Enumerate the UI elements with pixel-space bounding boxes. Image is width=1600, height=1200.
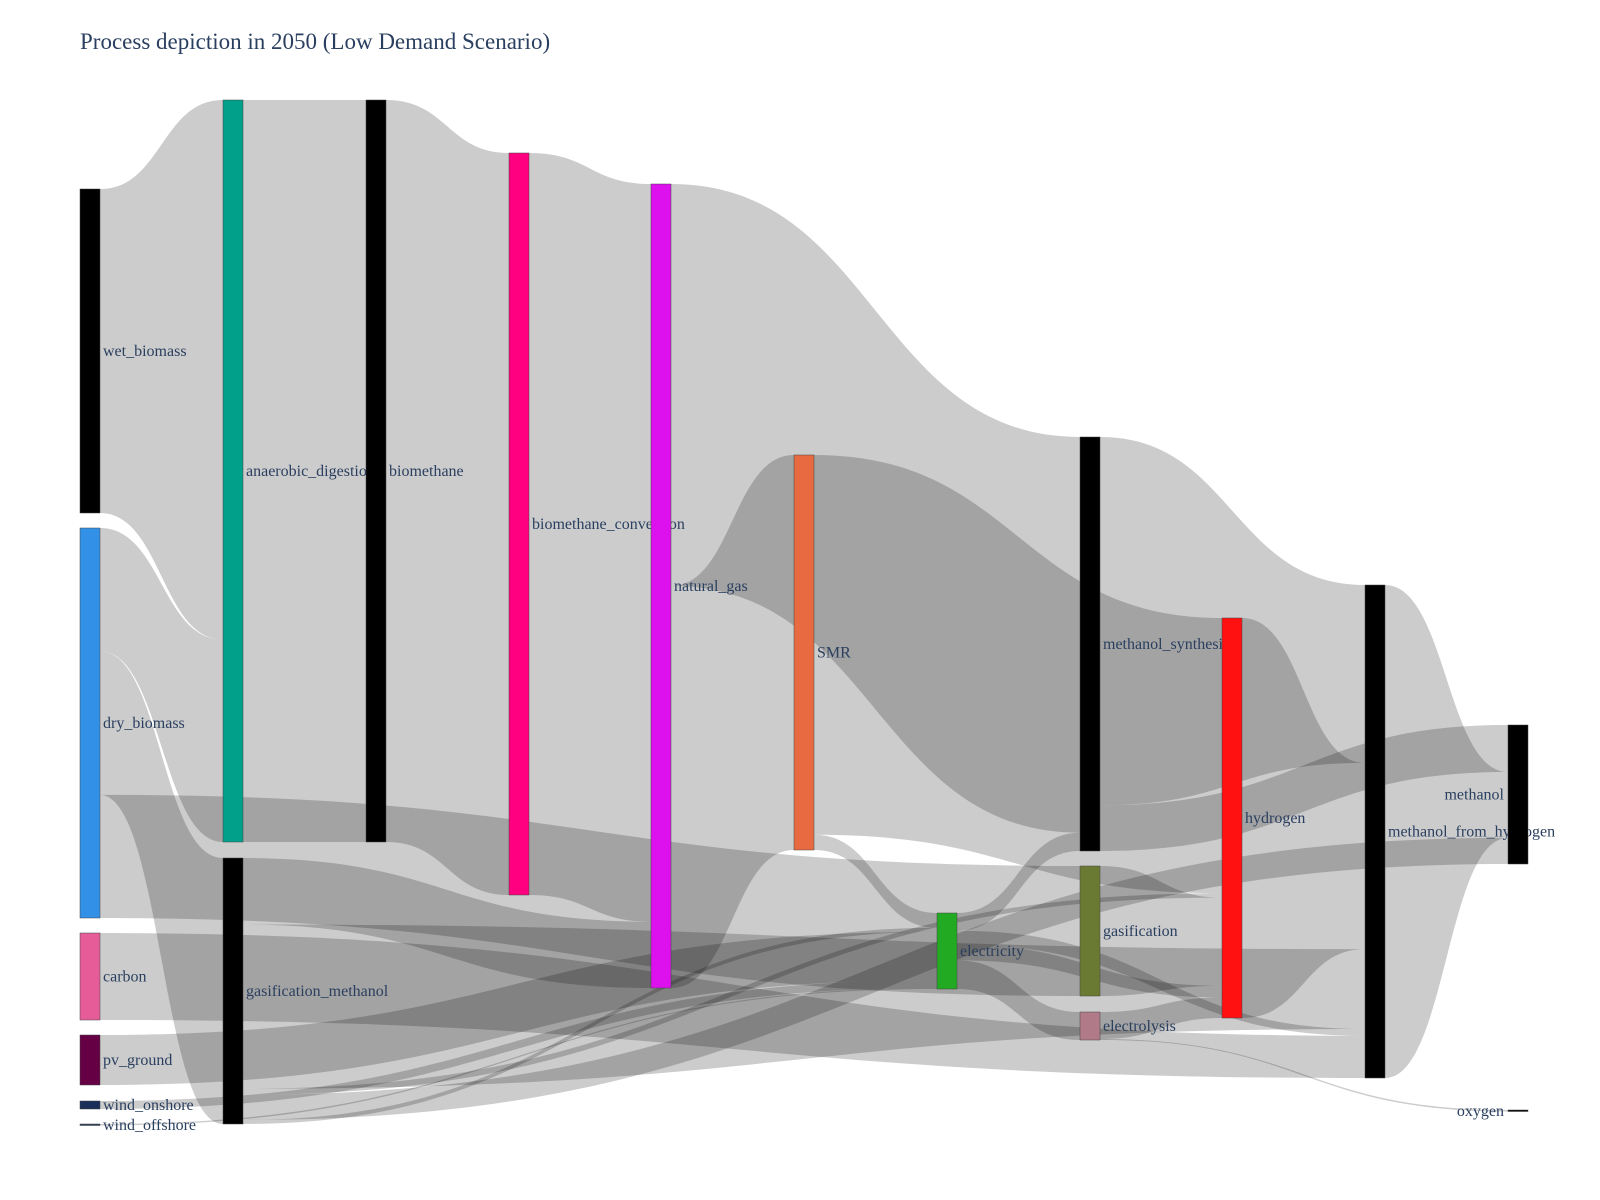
link-SMR-to-hydrogen[interactable] bbox=[814, 455, 1222, 894]
node-methanol_from_hydrogen[interactable] bbox=[1364, 584, 1386, 1079]
link-gasification-to-hydrogen[interactable] bbox=[1100, 866, 1222, 996]
links-layer bbox=[100, 100, 1508, 1126]
link-wet_biomass-to-anaerobic_digestion[interactable] bbox=[100, 100, 223, 640]
link-electrolysis-to-oxygen[interactable] bbox=[1100, 1039, 1508, 1112]
link-biomethane_conversion-to-natural_gas[interactable] bbox=[529, 153, 651, 922]
node-wet_biomass[interactable] bbox=[79, 188, 101, 514]
node-methanol_synthesis[interactable] bbox=[1079, 436, 1101, 852]
node-pv_ground[interactable] bbox=[79, 1034, 101, 1086]
node-hydrogen[interactable] bbox=[1221, 617, 1243, 1019]
node-label-wet_biomass: wet_biomass bbox=[103, 343, 187, 360]
node-label-biomethane_conversion: biomethane_conversion bbox=[532, 516, 685, 533]
node-label-methanol_synthesis: methanol_synthesis bbox=[1103, 636, 1229, 653]
node-dry_biomass[interactable] bbox=[79, 527, 101, 919]
node-label-gasification: gasification bbox=[1103, 923, 1178, 940]
link-anaerobic_digestion-to-biomethane[interactable] bbox=[243, 100, 366, 842]
node-label-SMR: SMR bbox=[817, 645, 851, 662]
link-gasification_methanol-to-electricity[interactable] bbox=[243, 927, 937, 1124]
link-wind_offshore-to-electricity[interactable] bbox=[100, 988, 937, 1126]
node-label-hydrogen: hydrogen bbox=[1245, 810, 1305, 827]
node-gasification[interactable] bbox=[1079, 865, 1101, 997]
node-carbon[interactable] bbox=[79, 932, 101, 1021]
node-label-anaerobic_digestion: anaerobic_digestion bbox=[246, 463, 375, 480]
node-label-electrolysis: electrolysis bbox=[1103, 1018, 1176, 1035]
node-label-methanol_from_hydrogen: methanol_from_hydrogen bbox=[1388, 824, 1555, 841]
link-carbon-to-methanol_from_hydrogen[interactable] bbox=[100, 933, 1365, 1078]
node-electrolysis[interactable] bbox=[1079, 1011, 1101, 1041]
link-dry_biomass-to-gasification[interactable] bbox=[100, 794, 1080, 996]
link-electricity-to-methanol_from_hydrogen[interactable] bbox=[957, 930, 1365, 1036]
node-label-oxygen: oxygen bbox=[1457, 1103, 1504, 1120]
node-oxygen[interactable] bbox=[1507, 1109, 1529, 1112]
link-wind_onshore-to-electricity[interactable] bbox=[100, 980, 937, 1109]
link-hydrogen-to-methanol_from_hydrogen[interactable] bbox=[1242, 618, 1365, 1018]
node-label-biomethane: biomethane bbox=[389, 463, 464, 480]
node-anaerobic_digestion[interactable] bbox=[222, 99, 244, 843]
node-biomethane[interactable] bbox=[365, 99, 387, 843]
node-SMR[interactable] bbox=[793, 454, 815, 851]
link-natural_gas-to-SMR[interactable] bbox=[671, 455, 794, 988]
node-label-dry_biomass: dry_biomass bbox=[103, 715, 185, 732]
node-label-gasification_methanol: gasification_methanol bbox=[246, 983, 389, 1000]
node-label-wind_offshore: wind_offshore bbox=[103, 1117, 196, 1134]
link-biomethane-to-biomethane_conversion[interactable] bbox=[386, 100, 509, 895]
link-electricity-to-electrolysis[interactable] bbox=[957, 960, 1080, 1040]
node-gasification_methanol[interactable] bbox=[222, 857, 244, 1125]
node-label-electricity: electricity bbox=[960, 943, 1024, 960]
link-electricity-to-methanol_synthesis[interactable] bbox=[957, 832, 1080, 931]
diagram-title: Process depiction in 2050 (Low Demand Sc… bbox=[80, 29, 550, 54]
link-methanol_from_hydrogen-to-methanol[interactable] bbox=[1385, 585, 1508, 1078]
link-methanol_synthesis-to-methanol[interactable] bbox=[1100, 725, 1508, 851]
link-gasification_methanol-to-natural_gas[interactable] bbox=[243, 858, 651, 988]
node-biomethane_conversion[interactable] bbox=[508, 152, 530, 896]
node-wind_onshore[interactable] bbox=[79, 1100, 101, 1110]
node-label-methanol: methanol bbox=[1444, 787, 1504, 804]
node-label-wind_onshore: wind_onshore bbox=[103, 1097, 194, 1114]
link-pv_ground-to-electricity[interactable] bbox=[100, 931, 937, 1085]
link-gasification_methanol-to-methanol[interactable] bbox=[243, 837, 1508, 1120]
link-gasification_methanol-to-hydrogen[interactable] bbox=[243, 893, 1222, 1095]
link-electrolysis-to-hydrogen[interactable] bbox=[1100, 997, 1222, 1040]
node-label-natural_gas: natural_gas bbox=[674, 578, 748, 595]
link-dry_biomass-to-gasification_methanol[interactable] bbox=[100, 651, 223, 1124]
node-label-pv_ground: pv_ground bbox=[103, 1052, 172, 1069]
node-wind_offshore[interactable] bbox=[79, 1123, 101, 1126]
node-methanol[interactable] bbox=[1507, 724, 1529, 865]
link-SMR-to-electricity[interactable] bbox=[814, 834, 937, 928]
link-natural_gas-to-methanol_synthesis[interactable] bbox=[671, 184, 1080, 833]
node-natural_gas[interactable] bbox=[650, 183, 672, 989]
node-electricity[interactable] bbox=[936, 912, 958, 990]
node-label-carbon: carbon bbox=[103, 969, 147, 986]
link-dry_biomass-to-anaerobic_digestion[interactable] bbox=[100, 528, 223, 842]
